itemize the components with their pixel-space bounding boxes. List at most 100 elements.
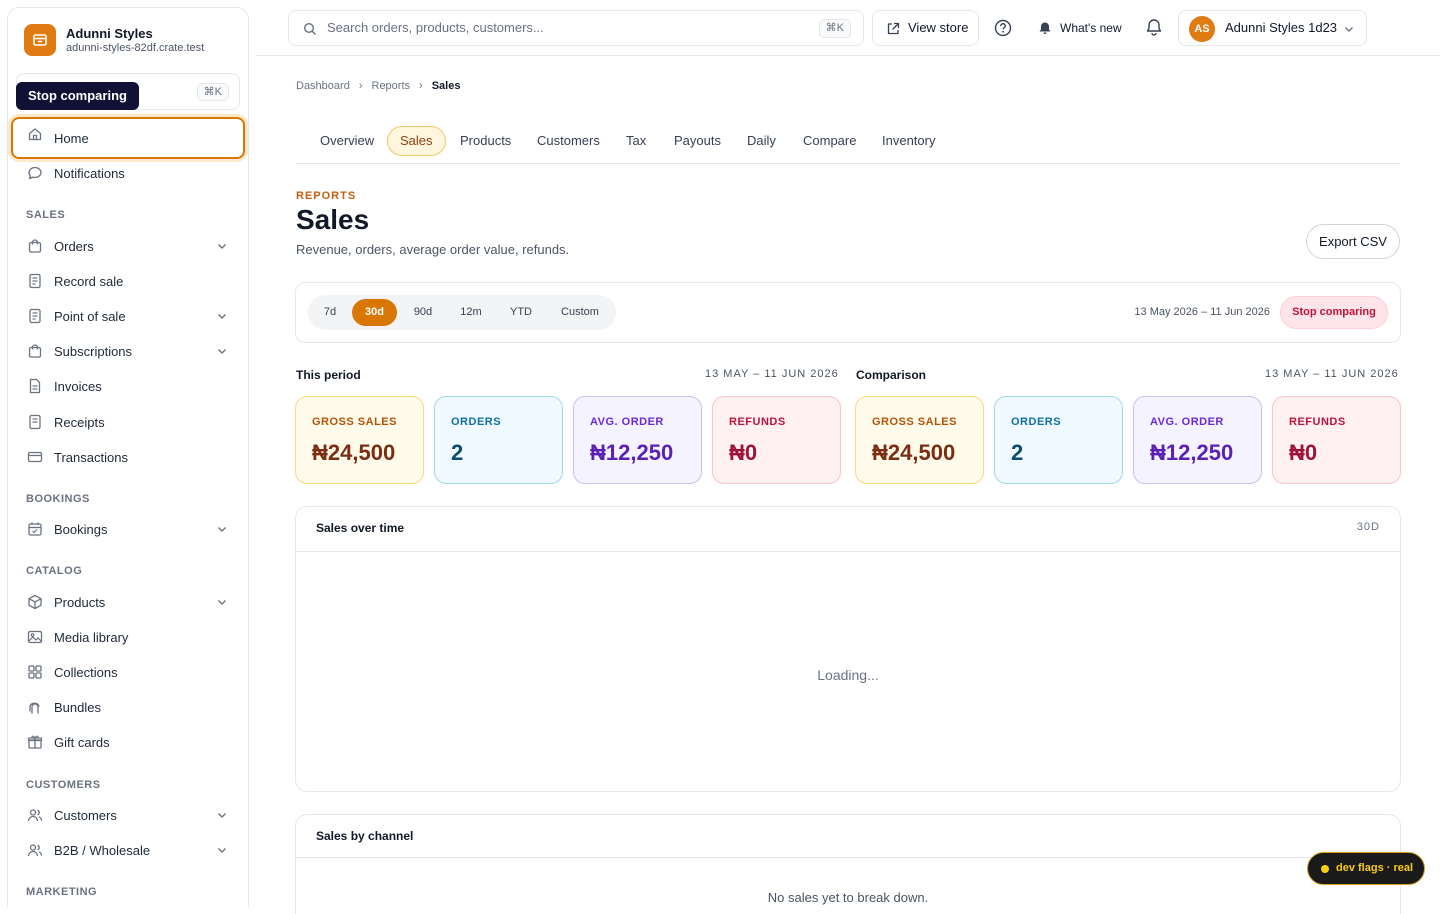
sidebar-item-gift-cards[interactable]: Gift cards <box>11 725 245 760</box>
loading-text: Loading... <box>817 667 879 683</box>
notifications-bell-icon[interactable] <box>1145 18 1163 36</box>
chevron-down-icon[interactable] <box>217 346 227 356</box>
view-store-button[interactable]: View store <box>872 10 979 46</box>
sidebar-item-label: B2B / Wholesale <box>54 843 151 858</box>
metric-value: ₦24,500 <box>312 440 396 465</box>
metric-label: AVG. ORDER <box>1150 416 1224 428</box>
sidebar-item-transactions[interactable]: Transactions <box>11 440 245 475</box>
chevron-down-icon[interactable] <box>217 597 227 607</box>
divider <box>296 551 1400 552</box>
tab-payouts[interactable]: Payouts <box>674 133 721 148</box>
range-custom[interactable]: Custom <box>561 306 599 318</box>
sidebar-item-label: Receipts <box>54 415 105 430</box>
metric-card-avg-order: AVG. ORDER ₦12,250 <box>573 396 702 484</box>
sidebar-item-label: Gift cards <box>54 735 110 750</box>
external-link-icon <box>887 22 900 35</box>
chevron-down-icon[interactable] <box>217 311 227 321</box>
section-sales: SALES <box>26 209 66 221</box>
metric-label: REFUNDS <box>729 416 786 428</box>
divider <box>296 857 1400 858</box>
breadcrumb-dashboard[interactable]: Dashboard <box>296 80 350 92</box>
chevron-down-icon[interactable] <box>217 845 227 855</box>
chevron-down-icon[interactable] <box>217 241 227 251</box>
metric-value: 2 <box>451 440 464 465</box>
tab-customers[interactable]: Customers <box>537 133 600 148</box>
stop-comparing-button[interactable]: Stop comparing <box>1280 296 1388 329</box>
status-dot-icon <box>1321 865 1329 873</box>
sidebar-item-home[interactable]: Home <box>11 117 245 159</box>
metric-card-gross-sales: GROSS SALES ₦24,500 <box>295 396 424 484</box>
metric-value: ₦24,500 <box>872 440 956 465</box>
image-icon <box>27 630 43 644</box>
sidebar-item-products[interactable]: Products <box>11 585 245 620</box>
document-icon <box>29 378 41 394</box>
report-tabs: Overview Sales Products Customers Tax Pa… <box>296 118 1400 164</box>
sidebar-item-record-sale[interactable]: Record sale <box>11 264 245 299</box>
sidebar-item-notifications[interactable]: Notifications <box>11 156 245 191</box>
panel-title: Sales over time <box>316 521 405 535</box>
sidebar-item-label: Record sale <box>54 274 124 289</box>
tab-products[interactable]: Products <box>460 133 512 148</box>
metric-card-refunds: REFUNDS ₦0 <box>712 396 841 484</box>
pos-icon <box>29 308 41 324</box>
metric-label: GROSS SALES <box>872 416 957 428</box>
comparison-card-gross-sales: GROSS SALES ₦24,500 <box>855 396 984 484</box>
sidebar-search-shortcut: ⌘K <box>196 83 229 101</box>
range-90d[interactable]: 90d <box>413 306 433 318</box>
metric-label: GROSS SALES <box>312 416 397 428</box>
sidebar-item-bookings[interactable]: Bookings <box>11 512 245 547</box>
metric-label: REFUNDS <box>1289 416 1346 428</box>
sidebar-item-receipts[interactable]: Receipts <box>11 405 245 440</box>
tab-tax[interactable]: Tax <box>626 133 647 148</box>
comparison-label: Comparison <box>856 368 927 382</box>
sidebar-item-invoices[interactable]: Invoices <box>11 369 245 404</box>
tab-overview[interactable]: Overview <box>320 133 375 148</box>
brand[interactable]: Adunni Styles adunni-styles-82df.crate.t… <box>24 24 204 56</box>
chevron-down-icon[interactable] <box>217 810 227 820</box>
sidebar-item-label: Media library <box>54 630 129 645</box>
dev-flags-badge[interactable]: dev flags · real <box>1307 852 1425 885</box>
chevron-down-icon[interactable] <box>217 524 227 534</box>
sidebar-item-label: Collections <box>54 665 118 680</box>
breadcrumb-separator-icon: › <box>419 80 423 92</box>
range-30d[interactable]: 30d <box>352 299 397 326</box>
tab-inventory[interactable]: Inventory <box>882 133 936 148</box>
tab-sales[interactable]: Sales <box>387 126 446 156</box>
gift-icon <box>27 735 43 749</box>
export-csv-button[interactable]: Export CSV <box>1306 224 1400 259</box>
chevron-down-icon <box>1345 27 1353 32</box>
sidebar-item-customers[interactable]: Customers <box>11 798 245 833</box>
empty-state-text: No sales yet to break down. <box>767 890 929 905</box>
sidebar-item-point-of-sale[interactable]: Point of sale <box>11 299 245 334</box>
sidebar-item-subscriptions[interactable]: Subscriptions <box>11 334 245 369</box>
receipt-icon <box>29 273 41 289</box>
help-icon[interactable] <box>994 19 1012 37</box>
sales-over-time-panel: Sales over time 30D Loading... <box>295 506 1401 792</box>
sidebar-item-b2b-wholesale[interactable]: B2B / Wholesale <box>11 833 245 868</box>
store-name: Adunni Styles <box>66 26 153 41</box>
range-12m[interactable]: 12m <box>460 306 482 318</box>
sidebar-item-collections[interactable]: Collections <box>11 655 245 690</box>
tab-daily[interactable]: Daily <box>747 133 776 148</box>
sidebar-item-bundles[interactable]: Bundles <box>11 690 245 725</box>
panel-title: Sales by channel <box>316 829 414 843</box>
range-7d[interactable]: 7d <box>323 306 337 318</box>
sidebar-item-label: Notifications <box>54 166 125 181</box>
grid-icon <box>28 665 42 679</box>
sidebar-item-orders[interactable]: Orders <box>11 229 245 264</box>
search-shortcut: ⌘K <box>818 19 851 38</box>
breadcrumb-reports[interactable]: Reports <box>371 80 411 92</box>
tab-compare[interactable]: Compare <box>803 133 857 148</box>
account-menu[interactable]: AS Adunni Styles 1d23 <box>1178 10 1367 46</box>
global-search-input[interactable]: Search orders, products, customers... ⌘K <box>288 10 864 46</box>
sidebar-item-label: Transactions <box>54 450 128 465</box>
range-ytd[interactable]: YTD <box>510 306 532 318</box>
comparison-card-avg-order: AVG. ORDER ₦12,250 <box>1133 396 1262 484</box>
sidebar-item-label: Bundles <box>54 700 101 715</box>
metric-value: 2 <box>1011 440 1024 465</box>
topbar <box>256 0 1440 56</box>
sidebar-item-media-library[interactable]: Media library <box>11 620 245 655</box>
dev-flags-label: dev flags · real <box>1336 862 1414 874</box>
breadcrumb: Dashboard › Reports › Sales <box>296 80 469 92</box>
account-name: Adunni Styles 1d23 <box>1225 20 1338 35</box>
